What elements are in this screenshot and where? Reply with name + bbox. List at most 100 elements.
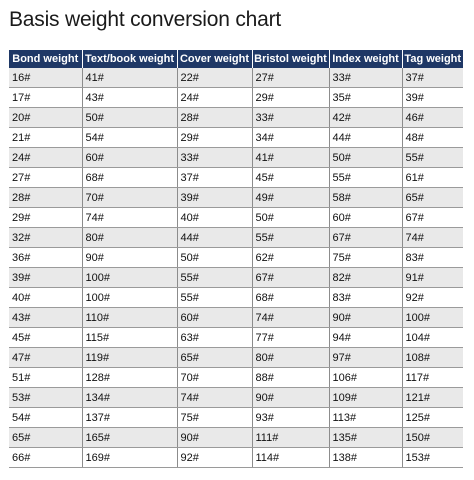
cell-text-book: 119# [82,347,178,368]
cell-index: 135# [329,427,403,448]
cell-text-book: 165# [82,427,178,448]
cell-bristol: 114# [252,447,330,468]
table-row: 65# 165# 90# 111# 135# 150# [9,427,463,448]
cell-tag: 39# [402,87,463,108]
cell-index: 58# [329,187,403,208]
cell-cover: 33# [177,147,253,168]
cell-cover: 65# [177,347,253,368]
cell-cover: 50# [177,247,253,268]
table-row: 20# 50# 28# 33# 42# 46# [9,107,463,128]
cell-cover: 39# [177,187,253,208]
cell-text-book: 115# [82,327,178,348]
cell-cover: 75# [177,407,253,428]
cell-tag: 104# [402,327,463,348]
table-row: 54# 137# 75# 93# 113# 125# [9,407,463,428]
cell-cover: 37# [177,167,253,188]
cell-cover: 29# [177,127,253,148]
cell-bristol: 29# [252,87,330,108]
header-row: Bond weight Text/book weight Cover weigh… [9,50,463,68]
cell-bond: 21# [9,127,83,148]
cell-bond: 24# [9,147,83,168]
cell-text-book: 41# [82,68,178,88]
cell-tag: 100# [402,307,463,328]
cell-bond: 54# [9,407,83,428]
cell-bond: 39# [9,267,83,288]
cell-tag: 83# [402,247,463,268]
cell-bond: 43# [9,307,83,328]
cell-text-book: 70# [82,187,178,208]
cell-tag: 65# [402,187,463,208]
cell-tag: 108# [402,347,463,368]
cell-bristol: 67# [252,267,330,288]
cell-index: 83# [329,287,403,308]
cell-index: 97# [329,347,403,368]
table-row: 66# 169# 92# 114# 138# 153# [9,447,463,468]
cell-text-book: 74# [82,207,178,228]
cell-bond: 29# [9,207,83,228]
cell-text-book: 68# [82,167,178,188]
cell-bond: 53# [9,387,83,408]
cell-bristol: 111# [252,427,330,448]
cell-bond: 36# [9,247,83,268]
column-header-bond: Bond weight [9,50,83,68]
cell-tag: 92# [402,287,463,308]
table-row: 29# 74# 40# 50# 60# 67# [9,207,463,228]
cell-cover: 40# [177,207,253,228]
cell-bristol: 68# [252,287,330,308]
cell-tag: 37# [402,68,463,88]
cell-index: 138# [329,447,403,468]
cell-text-book: 134# [82,387,178,408]
cell-bond: 66# [9,447,83,468]
cell-index: 42# [329,107,403,128]
cell-cover: 44# [177,227,253,248]
cell-tag: 61# [402,167,463,188]
cell-index: 67# [329,227,403,248]
cell-cover: 92# [177,447,253,468]
cell-bond: 20# [9,107,83,128]
table-row: 45# 115# 63# 77# 94# 104# [9,327,463,348]
cell-tag: 150# [402,427,463,448]
cell-bristol: 88# [252,367,330,388]
cell-tag: 125# [402,407,463,428]
table-row: 32# 80# 44# 55# 67# 74# [9,227,463,248]
cell-bristol: 34# [252,127,330,148]
table-row: 28# 70# 39# 49# 58# 65# [9,187,463,208]
cell-bond: 17# [9,87,83,108]
cell-index: 75# [329,247,403,268]
cell-bristol: 33# [252,107,330,128]
cell-cover: 63# [177,327,253,348]
cell-tag: 48# [402,127,463,148]
cell-bond: 65# [9,427,83,448]
cell-bond: 27# [9,167,83,188]
cell-bond: 47# [9,347,83,368]
cell-text-book: 137# [82,407,178,428]
cell-text-book: 50# [82,107,178,128]
cell-bond: 32# [9,227,83,248]
cell-cover: 74# [177,387,253,408]
cell-bristol: 62# [252,247,330,268]
cell-index: 106# [329,367,403,388]
table-row: 53# 134# 74# 90# 109# 121# [9,387,463,408]
cell-bond: 51# [9,367,83,388]
table-row: 47# 119# 65# 80# 97# 108# [9,347,463,368]
cell-index: 35# [329,87,403,108]
cell-tag: 117# [402,367,463,388]
table-row: 24# 60# 33# 41# 50# 55# [9,147,463,168]
cell-bond: 28# [9,187,83,208]
cell-index: 44# [329,127,403,148]
cell-index: 109# [329,387,403,408]
cell-bristol: 41# [252,147,330,168]
cell-text-book: 128# [82,367,178,388]
cell-bristol: 55# [252,227,330,248]
cell-index: 50# [329,147,403,168]
cell-cover: 24# [177,87,253,108]
cell-bristol: 45# [252,167,330,188]
cell-text-book: 60# [82,147,178,168]
cell-cover: 70# [177,367,253,388]
table-row: 16# 41# 22# 27# 33# 37# [9,68,463,88]
cell-text-book: 43# [82,87,178,108]
cell-text-book: 100# [82,267,178,288]
cell-cover: 90# [177,427,253,448]
table-row: 43# 110# 60# 74# 90# 100# [9,307,463,328]
cell-index: 33# [329,68,403,88]
